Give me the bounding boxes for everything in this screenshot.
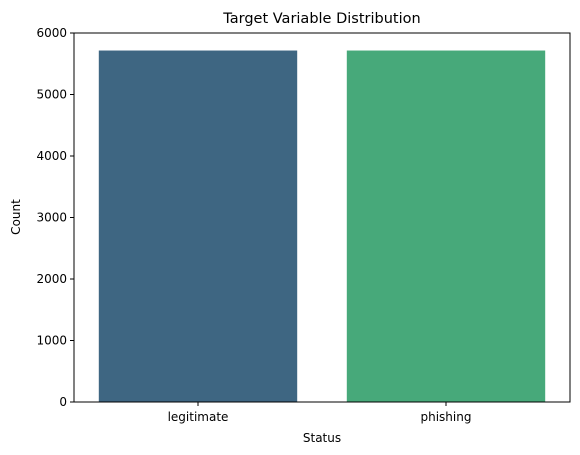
x-tick-label: phishing [421,410,472,424]
y-tick-label: 2000 [36,272,67,286]
plot-frame [73,32,571,403]
y-tick-label: 0 [59,395,67,409]
plot-area: legitimate phishing 0 1000 2000 3000 4000 5000 6… [36,26,546,424]
y-axis-label: Count [9,199,23,235]
x-tick-label: legitimate [168,410,229,424]
bar-phishing [346,50,546,403]
x-axis-label: Status [303,431,341,445]
y-tick-label: 3000 [36,211,67,225]
y-tick-label: 5000 [36,88,67,102]
y-tick-label: 6000 [36,26,67,40]
y-tick-label: 1000 [36,334,67,348]
y-tick-label: 4000 [36,149,67,163]
chart-title: Target Variable Distribution [222,11,420,27]
bar-legitimate [98,50,298,403]
